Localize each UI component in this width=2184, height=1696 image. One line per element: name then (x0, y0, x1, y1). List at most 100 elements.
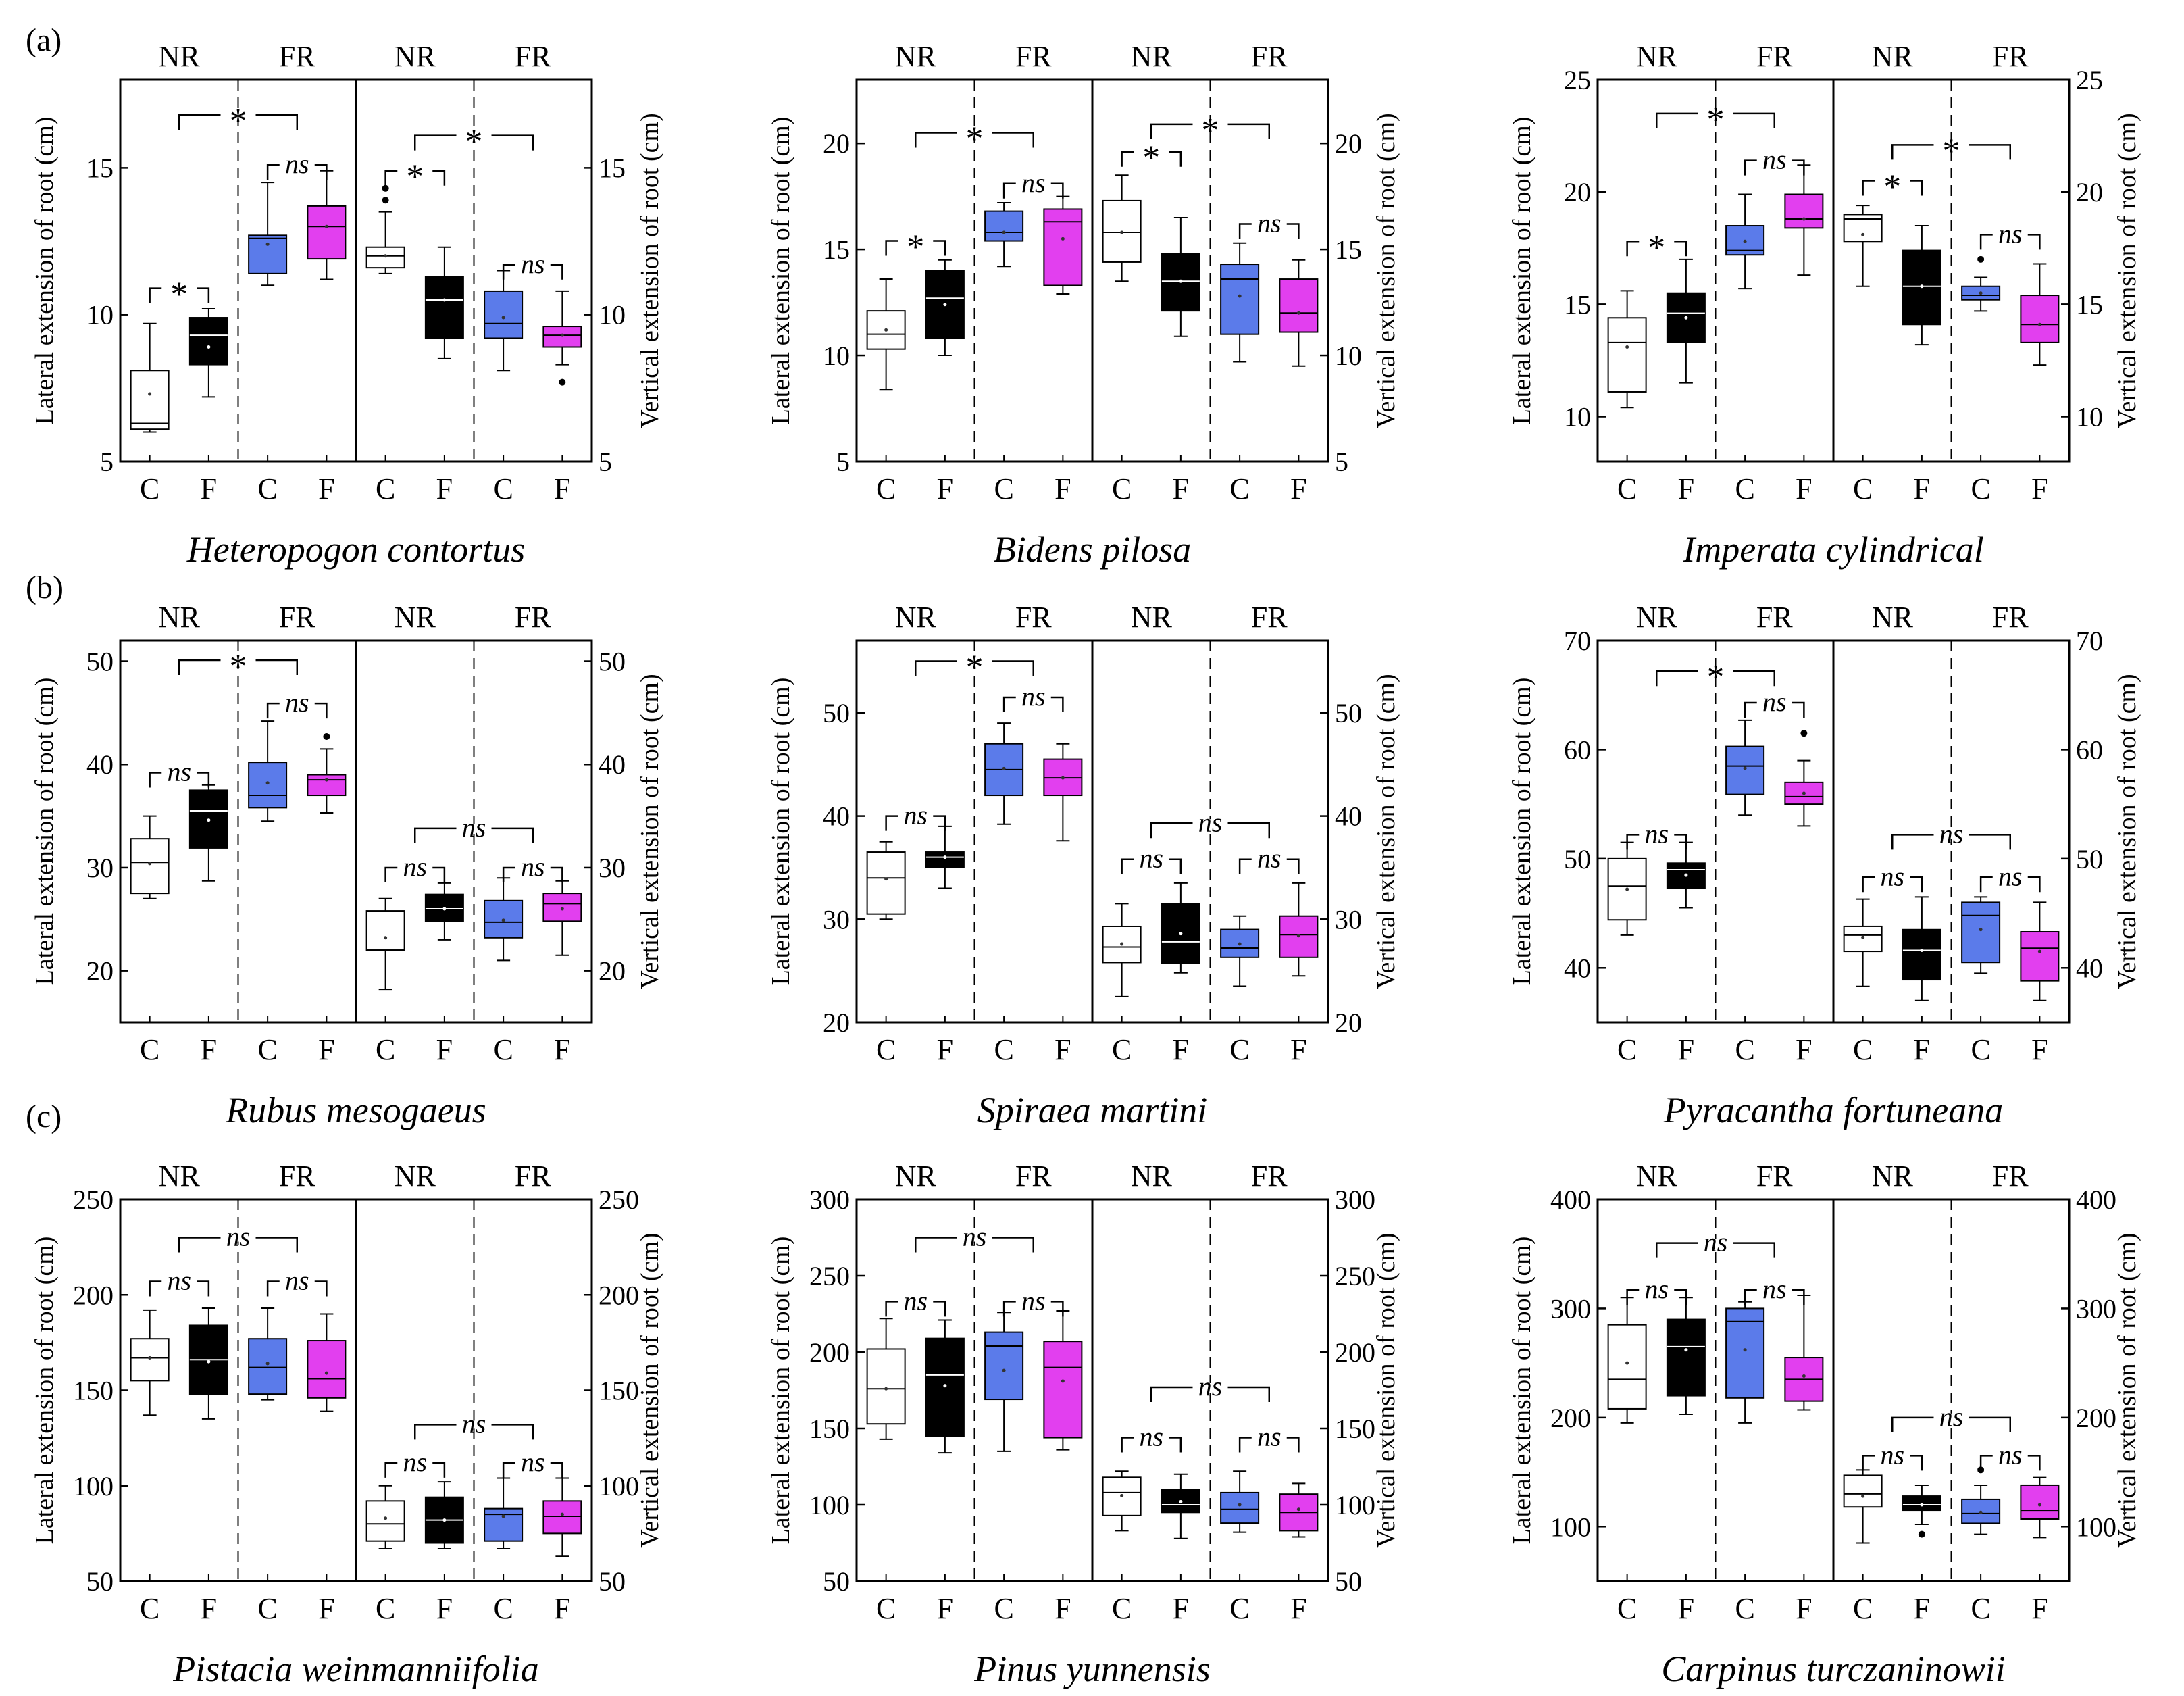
chart-1: NR FR NR FR 5 5 10 10 15 15 C F C F C F C F Lateral extens… (30, 40, 664, 570)
group-label: NR (895, 1159, 937, 1193)
significance-ns: ns (285, 149, 309, 179)
species-title: Rubus mesogaeus (225, 1090, 486, 1130)
x-category-label: C (376, 1592, 395, 1625)
significance-ns: ns (1021, 681, 1046, 712)
ytick-label-right: 5 (599, 447, 612, 477)
y-axis-label-left: Lateral extension of root (cm) (1508, 678, 1536, 986)
ytick-label-left: 50 (823, 1566, 850, 1597)
significance-ns: ns (963, 1222, 987, 1252)
group-label: NR (1131, 601, 1173, 634)
box-C (130, 322, 170, 433)
ytick-label-right: 250 (1335, 1261, 1375, 1291)
x-category-label: C (876, 472, 896, 505)
mean-point (265, 1362, 270, 1366)
bracket-label-mask (1698, 109, 1733, 118)
bracket-label-mask (957, 1233, 992, 1242)
box-C (1725, 719, 1765, 816)
mean-point (1920, 1503, 1924, 1507)
chart-7: NR FR NR FR 50 50 100 100 150 150 200 200 250 250 C F C F… (30, 1159, 664, 1689)
ytick-label-right: 60 (2076, 734, 2103, 765)
group-label: NR (1872, 1159, 1914, 1193)
ytick-label-left: 100 (73, 1471, 113, 1501)
x-category-label: C (1971, 1033, 1990, 1066)
box-C (1843, 1469, 1883, 1544)
x-category-label: C (876, 1592, 896, 1625)
group-label: FR (515, 601, 551, 634)
box-F (1902, 896, 1941, 1001)
mean-point (501, 316, 505, 320)
group-label: NR (1131, 1159, 1173, 1193)
mean-point (560, 907, 564, 911)
box-iqr (1961, 901, 2001, 964)
mean-point (1179, 279, 1183, 283)
y-axis-label-left: Lateral extension of root (cm) (767, 117, 795, 425)
group-label: FR (1756, 40, 1793, 73)
bracket-label-mask (1875, 873, 1910, 882)
bracket-label-mask (1134, 855, 1169, 864)
mean-point (1861, 232, 1865, 236)
x-category-label: C (1229, 472, 1249, 505)
significance-ns: ns (521, 1447, 545, 1477)
mean-point (1002, 230, 1006, 234)
y-axis-label-right: Vertical extension of root (cm) (2113, 113, 2141, 428)
box-iqr (1043, 208, 1083, 286)
significance-ns: ns (1644, 1274, 1669, 1304)
mean-point (1238, 294, 1242, 298)
significance-star: * (1883, 168, 1901, 207)
ytick-label-left: 300 (1550, 1293, 1591, 1324)
significance-ns: ns (1880, 861, 1904, 891)
species-title: Pistacia weinmanniifolia (172, 1649, 538, 1689)
bracket-label-mask (1251, 1433, 1287, 1442)
x-category-label: F (1678, 1033, 1694, 1066)
box-F (424, 1481, 464, 1549)
x-category-label: F (1055, 472, 1071, 505)
x-category-label: F (554, 472, 570, 505)
ytick-label-left: 15 (86, 153, 113, 183)
bracket-label-mask (279, 699, 315, 708)
box-F (2020, 263, 2060, 366)
bracket-label-mask (1015, 1297, 1051, 1306)
x-category-label: C (376, 472, 395, 505)
box-F (1784, 164, 1824, 276)
box-F (188, 784, 228, 882)
ytick-label-left: 20 (823, 1007, 850, 1038)
bracket-label-mask (397, 863, 433, 872)
mean-point (1743, 239, 1747, 243)
x-category-label: F (1173, 1592, 1189, 1625)
group-label: NR (395, 1159, 436, 1193)
ytick-label-right: 150 (1335, 1414, 1375, 1444)
ytick-label-left: 20 (86, 956, 113, 987)
mean-point (1684, 316, 1688, 320)
box-F (1161, 217, 1200, 337)
mean-point (1002, 1368, 1006, 1372)
x-category-label: F (1055, 1033, 1071, 1066)
box-C (365, 184, 405, 274)
box-C (1725, 1301, 1765, 1424)
x-category-label: C (1735, 1033, 1754, 1066)
ytick-label-left: 50 (86, 647, 113, 677)
box-C (1607, 1297, 1647, 1424)
mean-point (1625, 345, 1629, 349)
group-label: NR (895, 601, 937, 634)
mean-point (1920, 948, 1924, 952)
box-F (542, 880, 582, 956)
significance-ns: ns (1021, 168, 1046, 198)
box-C (248, 720, 288, 822)
box-F (925, 1319, 965, 1454)
mean-point (1120, 1493, 1124, 1497)
box-C (1607, 290, 1647, 409)
box-F (1902, 1484, 1941, 1538)
species-title: Pinus yunnensis (973, 1649, 1210, 1689)
mean-point (148, 1355, 152, 1360)
mean-point (943, 303, 947, 307)
box-iqr (248, 234, 288, 274)
bracket-label-mask (456, 1420, 492, 1429)
ytick-label-right: 50 (599, 647, 626, 677)
x-category-label: F (554, 1592, 570, 1625)
x-category-label: F (1796, 1592, 1812, 1625)
group-label: FR (1756, 1159, 1793, 1193)
bracket-label-mask (898, 236, 934, 245)
significance-star: * (1648, 228, 1665, 267)
x-category-label: F (318, 472, 334, 505)
mean-point (1802, 1374, 1806, 1378)
